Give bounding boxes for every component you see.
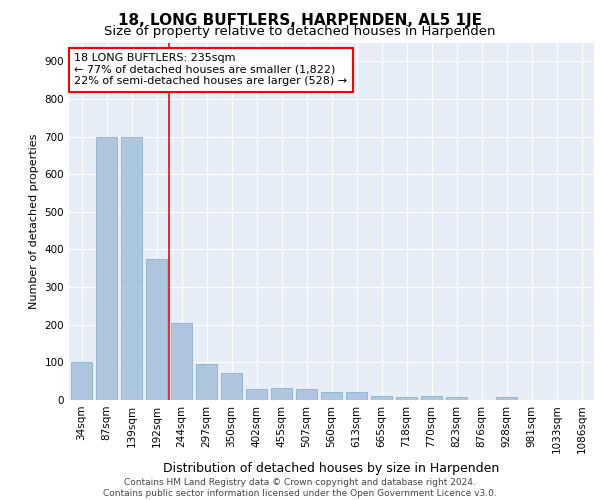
Bar (146, 259, 167, 400)
Bar (396, 398, 417, 400)
Bar (71, 362, 92, 400)
Bar (296, 390, 317, 400)
Bar (271, 388, 292, 400)
Bar (371, 396, 392, 400)
Text: Contains HM Land Registry data © Crown copyright and database right 2024.
Contai: Contains HM Land Registry data © Crown c… (103, 478, 497, 498)
Y-axis label: Number of detached properties: Number of detached properties (29, 134, 39, 309)
Bar (196, 364, 217, 400)
Bar (421, 396, 442, 400)
Bar (96, 136, 117, 400)
Bar (321, 392, 342, 400)
Bar (171, 323, 192, 400)
Bar (121, 136, 142, 400)
Bar (496, 397, 517, 400)
X-axis label: Distribution of detached houses by size in Harpenden: Distribution of detached houses by size … (163, 462, 500, 475)
Text: 18, LONG BUFTLERS, HARPENDEN, AL5 1JE: 18, LONG BUFTLERS, HARPENDEN, AL5 1JE (118, 12, 482, 28)
Bar (346, 392, 367, 400)
Text: Size of property relative to detached houses in Harpenden: Size of property relative to detached ho… (104, 25, 496, 38)
Bar (446, 397, 467, 400)
Text: 18 LONG BUFTLERS: 235sqm
← 77% of detached houses are smaller (1,822)
22% of sem: 18 LONG BUFTLERS: 235sqm ← 77% of detach… (74, 53, 347, 86)
Bar (246, 388, 267, 400)
Bar (221, 373, 242, 400)
